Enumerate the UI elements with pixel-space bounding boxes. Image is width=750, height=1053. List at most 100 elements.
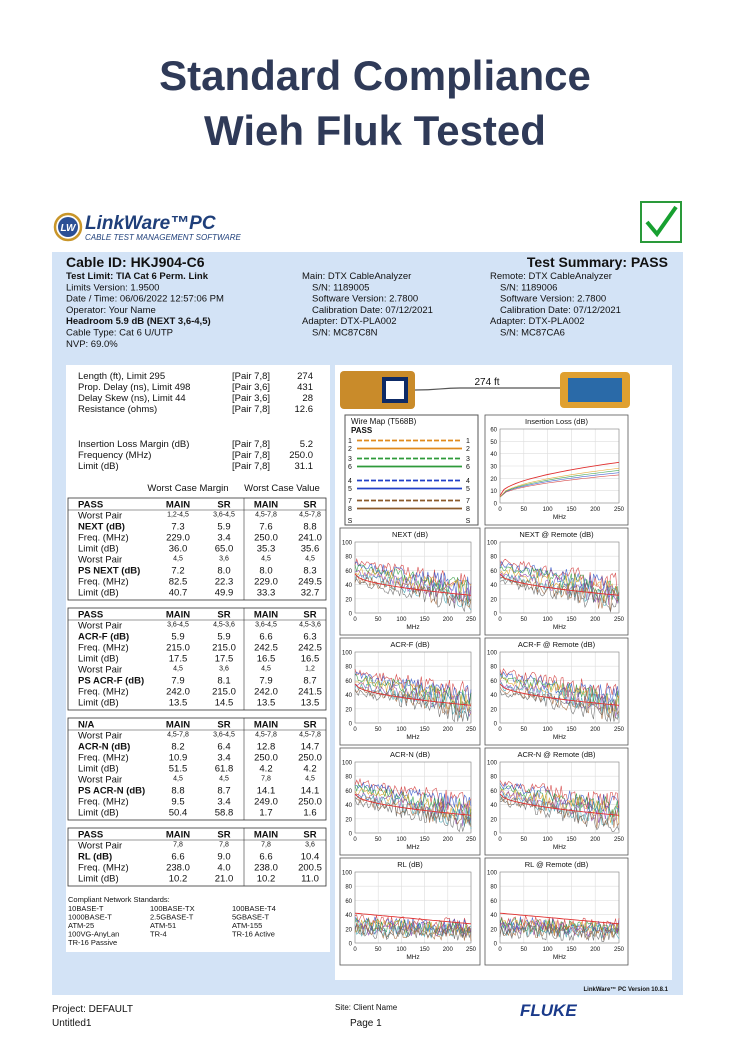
row-cell: 8.1 <box>217 676 230 687</box>
summary-line: S/N: 1189005 <box>312 282 369 293</box>
measure-label: Limit (dB) <box>78 461 119 472</box>
row-cell: 7.3 <box>171 522 184 533</box>
graph-box <box>484 857 629 966</box>
y-tick-label: 0 <box>494 722 498 728</box>
row-cell: 229.0 <box>254 577 278 588</box>
measure-value: 431 <box>297 382 313 393</box>
trace-sketch <box>354 921 472 939</box>
y-tick-label: 40 <box>490 452 497 458</box>
x-tick-label: 100 <box>543 837 554 843</box>
row-cell: 8.2 <box>171 742 184 753</box>
measure-pair: [Pair 7,8] <box>232 439 270 450</box>
row-cell: 8.0 <box>217 566 230 577</box>
standard: 100VG-AnyLan <box>68 930 119 939</box>
y-tick-label: 20 <box>490 597 497 603</box>
trace-sketch <box>499 790 620 823</box>
trace-sketch <box>354 578 472 612</box>
y-tick-label: 0 <box>494 502 498 508</box>
summary-line: S/N: 1189006 <box>500 282 557 293</box>
standard: TR-4 <box>150 930 167 939</box>
plot-frame <box>499 761 620 834</box>
y-tick-label: 60 <box>490 899 497 905</box>
y-tick-label: 100 <box>487 651 498 657</box>
x-tick-label: 0 <box>353 837 357 843</box>
row-cell: 14.7 <box>301 742 320 753</box>
row-cell: 1,2-4,5 <box>167 512 189 519</box>
row-cell: 200.5 <box>298 863 322 874</box>
trace-sketch <box>354 781 472 815</box>
x-tick-label: 50 <box>375 947 382 953</box>
row-cell: 50.4 <box>169 808 188 819</box>
y-tick-label: 100 <box>342 651 353 657</box>
x-axis-label: MHz <box>553 734 566 741</box>
x-tick-label: 100 <box>543 947 554 953</box>
row-label: Worst Pair <box>78 731 122 742</box>
row-cell: 4,5-7,8 <box>299 732 321 739</box>
standard: TR-16 Passive <box>68 938 117 947</box>
y-tick-label: 100 <box>342 761 353 767</box>
row-cell: 249.5 <box>298 577 322 588</box>
summary-line: S/N: MC87C8N <box>312 328 378 339</box>
footer-site: Site: Client Name <box>335 1003 398 1012</box>
row-cell: 4,5-3,6 <box>299 622 321 629</box>
row-cell: 229.0 <box>166 533 190 544</box>
block-header: N/A <box>78 720 95 731</box>
row-label: PS NEXT (dB) <box>78 566 140 577</box>
standard: 5GBASE-T <box>232 913 270 922</box>
row-cell: 35.3 <box>257 544 276 555</box>
row-cell: 49.9 <box>215 588 234 599</box>
result-block <box>67 717 327 821</box>
row-label: Freq. (MHz) <box>78 643 129 654</box>
pin-right: 2 <box>466 446 470 453</box>
row-cell: 4,5-7,8 <box>299 512 321 519</box>
row-label: Freq. (MHz) <box>78 577 129 588</box>
x-tick-label: 50 <box>520 617 527 623</box>
x-tick-label: 200 <box>443 727 454 733</box>
y-tick-label: 0 <box>494 832 498 838</box>
limit-sketch <box>499 793 620 816</box>
x-tick-label: 100 <box>396 727 407 733</box>
row-cell: 5.9 <box>171 632 184 643</box>
y-tick-label: 50 <box>490 440 497 446</box>
measure-label: Frequency (MHz) <box>78 450 151 461</box>
x-axis-label: MHz <box>406 844 419 851</box>
row-cell: 238.0 <box>166 863 190 874</box>
row-cell: 51.5 <box>169 764 188 775</box>
row-label: Freq. (MHz) <box>78 533 129 544</box>
row-label: Limit (dB) <box>78 588 119 599</box>
row-cell: 4.0 <box>217 863 230 874</box>
summary-line: NVP: 69.0% <box>66 339 118 350</box>
row-cell: 3.4 <box>217 753 230 764</box>
row-cell: 4,5 <box>173 556 183 563</box>
y-tick-label: 60 <box>345 789 352 795</box>
row-label: Worst Pair <box>78 841 122 852</box>
x-tick-label: 150 <box>420 837 431 843</box>
trace-sketch <box>354 922 472 941</box>
y-tick-label: 80 <box>490 555 497 561</box>
results-panel <box>66 365 330 952</box>
y-tick-label: 60 <box>345 899 352 905</box>
y-tick-label: 60 <box>345 569 352 575</box>
row-cell: 1.6 <box>303 808 316 819</box>
measure-label: Insertion Loss Margin (dB) <box>78 439 189 450</box>
row-cell: 36.0 <box>169 544 188 555</box>
trace-sketch <box>499 474 620 498</box>
pin-right: 7 <box>466 498 470 505</box>
trace-sketch <box>499 472 620 498</box>
row-cell: 21.0 <box>215 874 234 885</box>
trace-sketch <box>499 798 620 832</box>
x-tick-label: 150 <box>566 507 577 513</box>
x-tick-label: 50 <box>375 727 382 733</box>
row-cell: 10.2 <box>169 874 188 885</box>
measure-value: 250.0 <box>289 450 313 461</box>
y-tick-label: 20 <box>490 477 497 483</box>
block-header: MAIN <box>254 830 278 841</box>
standard: TR-16 Active <box>232 930 275 939</box>
pin-left: 5 <box>348 486 352 493</box>
row-cell: 14.5 <box>215 698 234 709</box>
row-cell: 9.0 <box>217 852 230 863</box>
summary-line: Calibration Date: 07/12/2021 <box>312 305 433 316</box>
row-cell: 7,8 <box>173 842 183 849</box>
row-label: PS ACR-N (dB) <box>78 786 145 797</box>
